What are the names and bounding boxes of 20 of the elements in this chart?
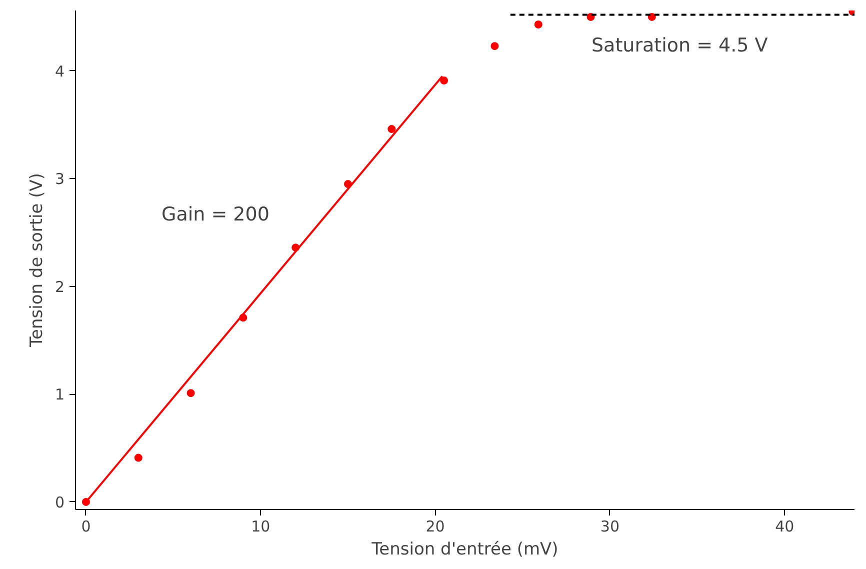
x-tick-label: 10 <box>251 518 270 536</box>
y-tick-label: 1 <box>54 386 65 404</box>
x-axis-title: Tension d'entrée (mV) <box>370 540 558 560</box>
point <box>534 20 542 29</box>
x-tick-label: 20 <box>426 518 445 536</box>
x-tick-label: 30 <box>600 518 620 536</box>
y-tick-label: 2 <box>54 278 65 296</box>
annotation: Saturation = 4.5 V <box>592 34 768 56</box>
x-tick-label: 0 <box>81 518 91 536</box>
x-tick-label: 40 <box>775 518 794 536</box>
annotation: Gain = 200 <box>162 204 270 226</box>
y-tick-label: 4 <box>54 62 65 80</box>
y-tick-label: 3 <box>54 170 65 188</box>
point <box>186 389 195 398</box>
point <box>134 454 142 462</box>
point <box>388 125 396 134</box>
y-axis-title: Tension de sortie (V) <box>26 173 47 348</box>
y-tick-label: 0 <box>54 493 65 512</box>
point <box>440 76 448 85</box>
point <box>490 42 499 50</box>
